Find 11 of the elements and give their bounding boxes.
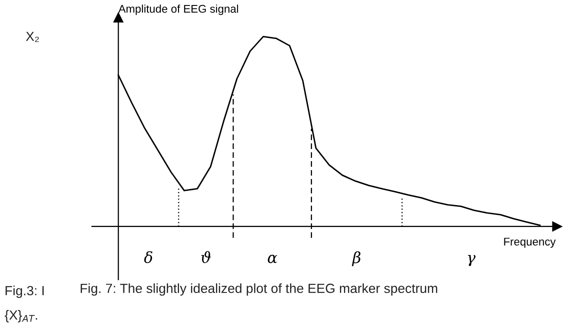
text: α (268, 254, 278, 264)
text: {X}$_{AT}$. (4, 310, 38, 322)
x-axis-title: Frequency (504, 238, 556, 248)
text: X₂ (26, 32, 39, 42)
text: δ (144, 251, 152, 264)
text: Fig. 7: The slightly idealized plot of the EEG marker spectrum (80, 283, 438, 296)
text: γ (468, 254, 476, 266)
text: ϑ (201, 251, 211, 264)
y-axis-title: Amplitude of EEG signal (118, 4, 238, 15)
caption: Fig.3: I (6, 286, 44, 298)
text: β (352, 251, 360, 266)
